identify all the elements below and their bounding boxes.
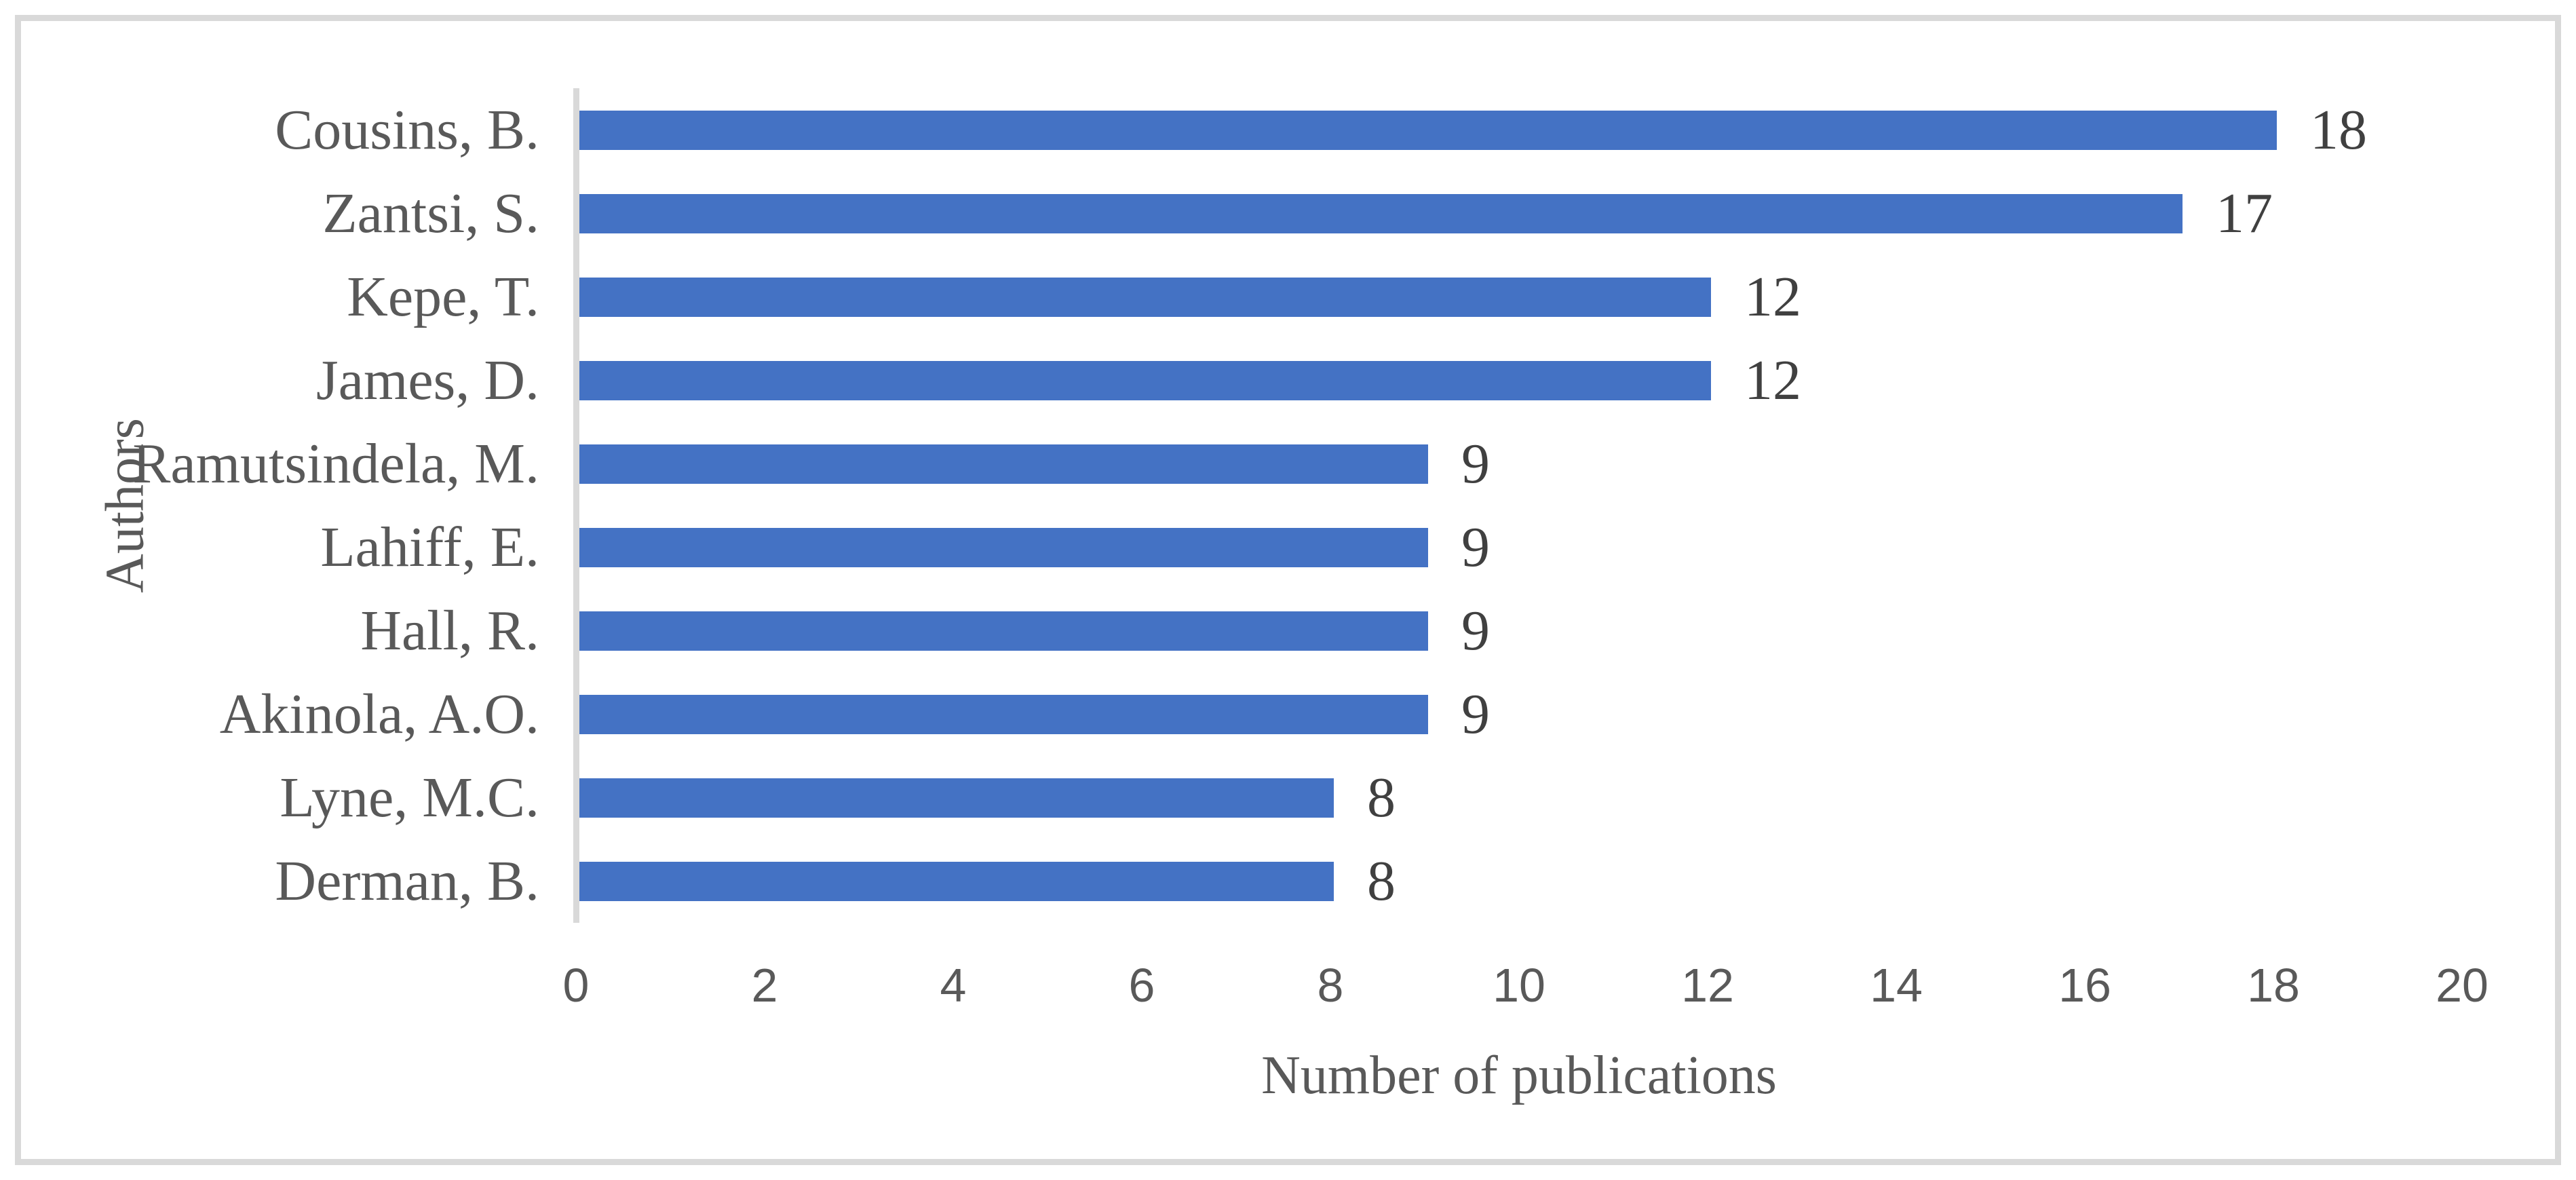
bar	[579, 444, 1428, 484]
data-label: 17	[2216, 182, 2273, 245]
x-tick-label: 2	[751, 959, 778, 1012]
category-label: Akinola, A.O.	[219, 683, 539, 746]
x-tick-label: 4	[940, 959, 967, 1012]
plot-area: Cousins, B. 18 Zantsi, S. 17 Kepe, T. 12 James…	[21, 21, 2555, 1159]
data-label: 8	[1367, 766, 1396, 829]
bar	[579, 527, 1428, 567]
x-tick-label: 18	[2247, 959, 2300, 1012]
data-label: 18	[2310, 98, 2367, 161]
bar	[579, 861, 1334, 901]
bar	[579, 193, 2183, 233]
data-label: 12	[1744, 265, 1801, 328]
category-label: Hall, R.	[360, 599, 539, 662]
data-label: 9	[1461, 683, 1490, 746]
category-label: Ramutsindela, M.	[132, 432, 539, 495]
y-axis-title: Authors	[95, 418, 155, 593]
x-tick-label: 20	[2436, 959, 2488, 1012]
category-label: James, D.	[316, 349, 539, 412]
bar	[579, 694, 1428, 734]
x-tick-label: 10	[1493, 959, 1545, 1012]
bar	[579, 778, 1334, 818]
x-axis-title: Number of publications	[1261, 1046, 1777, 1105]
data-label: 12	[1744, 349, 1801, 412]
category-label: Lahiff, E.	[320, 516, 539, 579]
x-tick-label: 14	[1870, 959, 1923, 1012]
bar	[579, 360, 1711, 400]
x-tick-label: 6	[1128, 959, 1155, 1012]
data-label: 9	[1461, 432, 1490, 495]
category-label: Zantsi, S.	[322, 182, 539, 245]
category-label: Derman, B.	[275, 850, 539, 913]
x-tick-label: 8	[1317, 959, 1344, 1012]
bar	[579, 277, 1711, 317]
data-label: 9	[1461, 599, 1490, 662]
data-label: 9	[1461, 516, 1490, 579]
x-tick-label: 12	[1681, 959, 1734, 1012]
chart-frame: Cousins, B. 18 Zantsi, S. 17 Kepe, T. 12 James…	[15, 15, 2561, 1165]
category-label: Cousins, B.	[275, 98, 539, 161]
x-tick-label: 16	[2058, 959, 2111, 1012]
bar	[579, 110, 2277, 150]
y-axis-line	[573, 88, 579, 923]
bar	[579, 611, 1428, 651]
category-label: Kepe, T.	[347, 265, 539, 328]
category-label: Lyne, M.C.	[280, 766, 539, 829]
data-label: 8	[1367, 850, 1396, 913]
x-tick-label: 0	[562, 959, 590, 1012]
